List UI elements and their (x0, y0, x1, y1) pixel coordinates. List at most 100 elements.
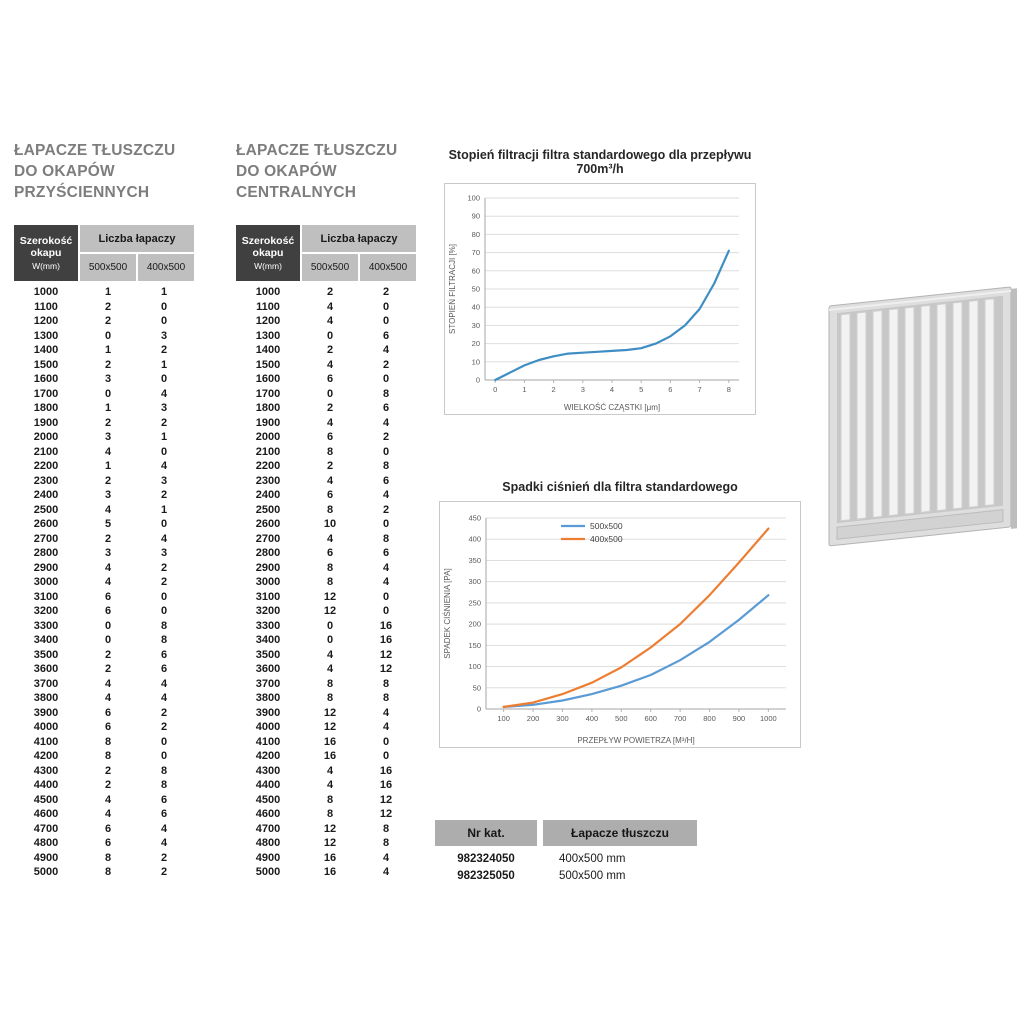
table-cell: 12 (323, 721, 337, 733)
svg-text:3: 3 (581, 385, 585, 394)
table-cell: 12 (379, 648, 393, 661)
table-cell: 8 (382, 692, 390, 704)
table-cell: 2 (382, 286, 390, 298)
table-cell: 0 (160, 735, 168, 748)
table-cell: 4400 (33, 779, 59, 791)
grease-trap-table-wall: ŁAPACZE TŁUSZCZU DO OKAPÓW PRZYŚCIENNYCH… (14, 140, 194, 880)
table-cell: 2 (326, 344, 334, 356)
table-cell: 1 (160, 286, 168, 298)
catalog-header-nr: Nr kat. (435, 820, 537, 846)
table-cell: 1600 (33, 373, 59, 385)
svg-text:4: 4 (610, 385, 614, 394)
table-cell: 6 (104, 706, 112, 719)
svg-text:80: 80 (472, 230, 480, 239)
svg-text:450: 450 (468, 514, 481, 523)
table-cell: 2 (160, 706, 168, 719)
table-cell: 8 (326, 808, 334, 820)
table-cell: 2 (104, 416, 112, 429)
table-cell: 1800 (255, 402, 281, 414)
table-cell: 3700 (255, 677, 281, 690)
svg-text:300: 300 (556, 714, 569, 723)
table-cell: 2 (326, 460, 334, 472)
table-cell: 6 (382, 547, 390, 559)
table-cell: 4 (382, 489, 390, 501)
table-cell: 1000 (33, 286, 59, 298)
table-cell: 2400 (33, 489, 59, 501)
table-cell: 3 (104, 489, 112, 501)
table-cell: 2 (160, 866, 168, 878)
table-cell: 4700 (255, 822, 281, 835)
table-cell: 3100 (33, 590, 59, 603)
table-cell: 1400 (33, 344, 59, 356)
table-cell: 2800 (255, 547, 281, 559)
filtration-chart: 0 10 20 30 40 50 60 70 80 90 100 0 1 2 3 4 5 6 7 8 WIELKOŚĆ … (448, 194, 739, 412)
table-cell: 4500 (33, 793, 59, 806)
table-cell: 4200 (33, 750, 59, 762)
svg-text:0: 0 (476, 376, 480, 385)
table-cell: 3400 (33, 634, 59, 646)
table-cell: 12 (323, 837, 337, 849)
table-cell: 1 (160, 358, 168, 371)
table-cell: 4900 (33, 851, 59, 864)
heading-line: ŁAPACZE TŁUSZCZU (14, 142, 176, 159)
table-cell: 4 (382, 721, 390, 733)
table-cell: 16 (323, 735, 337, 748)
table-cell: 2700 (33, 532, 59, 545)
table-cell: 6 (382, 402, 390, 414)
table-cell: 2 (382, 503, 390, 516)
table-cell: 2600 (33, 518, 59, 530)
table-cell: 1500 (255, 358, 281, 371)
table-cell: 8 (326, 793, 334, 806)
table-cell: 3 (160, 402, 168, 414)
table-cell: 8 (326, 692, 334, 704)
table-cell: 4 (160, 837, 168, 849)
column-header-500x500: 500x500 (302, 254, 358, 281)
table-cell: 5 (104, 518, 112, 530)
table-cell: 4 (382, 416, 390, 429)
table-cell: 2 (104, 358, 112, 371)
table-cell: 12 (323, 706, 337, 719)
table-cell: 16 (379, 779, 393, 791)
table-cell: 1100 (256, 300, 280, 313)
catalog-size: 500x500 mm (559, 870, 626, 882)
table-cell: 4300 (255, 764, 281, 777)
table-cell: 6 (326, 489, 334, 501)
table-cell: 0 (104, 329, 112, 342)
table-cell: 3600 (255, 663, 281, 675)
column-header-width: Szerokość okapu W(mm) (14, 225, 78, 281)
svg-text:150: 150 (468, 641, 481, 650)
table-cell: 2 (160, 416, 168, 429)
table-cell: 1900 (33, 416, 59, 429)
table-cell: 1200 (33, 315, 59, 327)
table-cell: 6 (160, 808, 168, 820)
table-cell: 1900 (255, 416, 281, 429)
table-cell: 3300 (33, 619, 59, 632)
column-header-400x500: 400x500 (138, 254, 194, 281)
table-cell: 0 (382, 315, 390, 327)
table-cell: 0 (104, 387, 112, 400)
table-cell: 8 (104, 866, 112, 878)
svg-text:SPADEK CIŚNIENIA [PA]: SPADEK CIŚNIENIA [PA] (443, 568, 452, 658)
heading-line: DO OKAPÓW (236, 163, 337, 180)
table-cell: 2 (104, 315, 112, 327)
table-cell: 4000 (255, 721, 281, 733)
table-cell: 8 (326, 677, 334, 690)
table-cell: 0 (160, 590, 168, 603)
table-cell: 8 (104, 735, 112, 748)
catalog-number: 982325050 (457, 870, 515, 882)
pressure-chart-block: Spadki ciśnień dla filtra standardowego … (437, 480, 803, 748)
table-cell: 1300 (255, 329, 281, 342)
table-cell: 2 (382, 358, 390, 371)
table-cell: 4 (160, 677, 168, 690)
catalog-number: 982324050 (457, 853, 515, 865)
grease-filter-image (828, 286, 1017, 547)
table-cell: 1 (104, 344, 112, 356)
table-heading-wall: ŁAPACZE TŁUSZCZU DO OKAPÓW PRZYŚCIENNYCH (14, 140, 192, 203)
table-cell: 2100 (33, 445, 59, 458)
table-cell: 1700 (255, 387, 281, 400)
table-cell: 6 (160, 793, 168, 806)
table-cell: 12 (379, 808, 393, 820)
table-cell: 2 (160, 561, 168, 574)
svg-text:100: 100 (467, 194, 480, 203)
